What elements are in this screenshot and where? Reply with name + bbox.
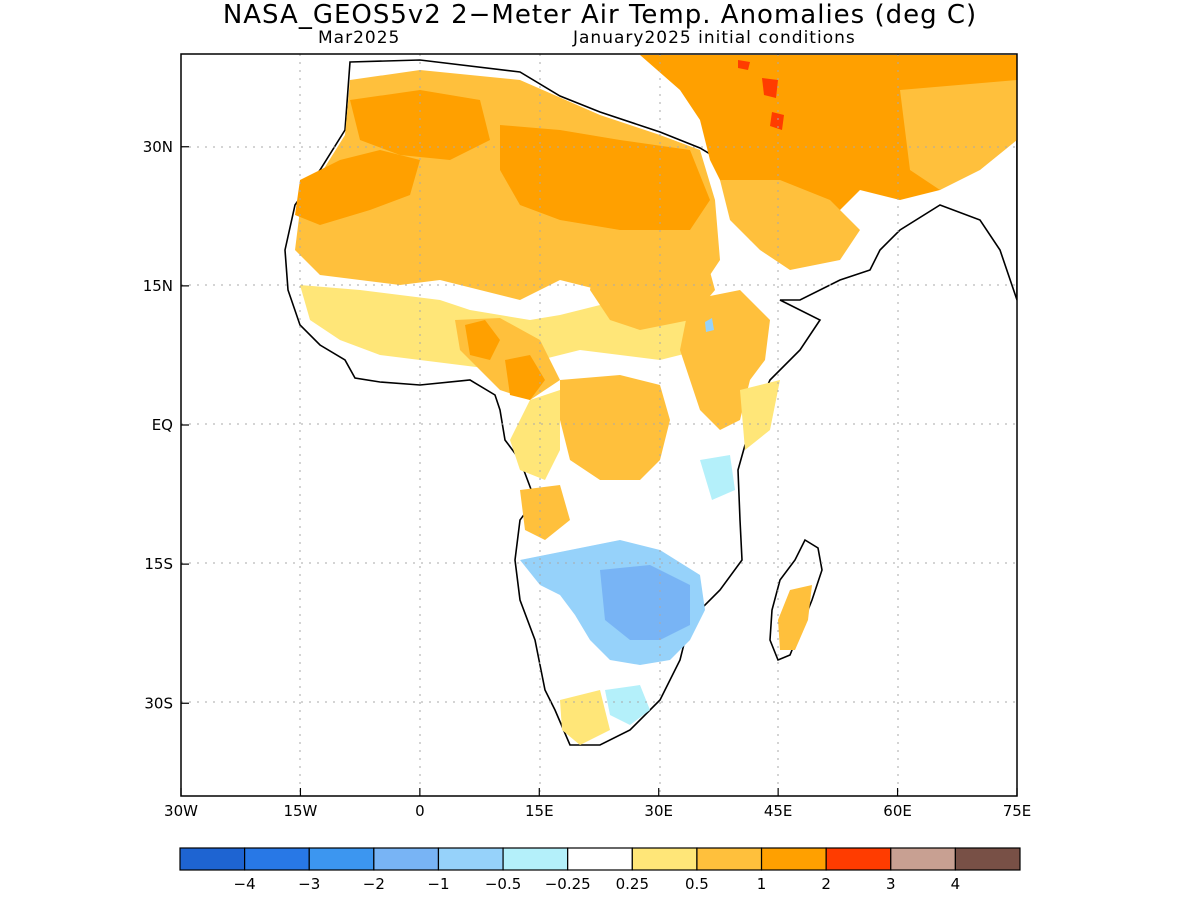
colorbar: −4 −3 −2 −1 −0.5 −0.25 0.25 0.5 1 2 3 4 [179, 847, 1021, 893]
colorbar-label: −0.25 [545, 875, 591, 893]
colorbar-swatch [954, 847, 1021, 871]
map-content [181, 54, 1017, 796]
lon-tick-label: 0 [415, 802, 425, 820]
lat-tick-label: 15N [143, 277, 173, 295]
colorbar-label: −4 [234, 875, 256, 893]
lon-tick-label: 15W [283, 802, 317, 820]
region-madagascar [778, 585, 812, 650]
colorbar-label: 0.25 [616, 875, 649, 893]
region-arabia [720, 180, 860, 270]
region-horn-light [740, 380, 780, 450]
colorbar-swatch [502, 847, 569, 871]
colorbar-label: 1 [757, 875, 767, 893]
lon-tick-label: 15E [525, 802, 554, 820]
colorbar-swatch [179, 847, 246, 871]
region-ethiopia-cool [705, 318, 714, 332]
region-central-africa-light [510, 390, 560, 480]
region-angola [520, 485, 570, 540]
lon-tick-label: 45E [764, 802, 793, 820]
lat-tick-label: 15S [144, 555, 173, 573]
lon-tick-label: 30W [164, 802, 198, 820]
region-east-africa [680, 290, 770, 430]
valid-month-label: Mar2025 [318, 28, 401, 48]
colorbar-label: 4 [951, 875, 961, 893]
region-central-africa [560, 375, 670, 480]
lon-tick-label: 30E [644, 802, 673, 820]
region-chad-sudan [590, 230, 715, 330]
region-west-sahara [295, 150, 420, 225]
map-title: NASA_GEOS5v2 2−Meter Air Temp. Anomalies… [222, 0, 978, 30]
lat-tick-label: 30N [143, 138, 173, 156]
region-north-hotspot [738, 60, 750, 70]
region-libya-egypt [500, 125, 710, 230]
colorbar-label: −1 [427, 875, 449, 893]
latitude-axis: 30N 15N EQ 15S 30S [143, 138, 189, 712]
region-south-africa-cool [605, 685, 650, 725]
colorbar-swatch [696, 847, 763, 871]
colorbar-label: −2 [363, 875, 385, 893]
region-nigeria-core [465, 320, 500, 360]
region-iran-east [900, 80, 1017, 190]
colorbar-label: −0.5 [485, 875, 521, 893]
colorbar-swatch [244, 847, 310, 871]
colorbar-swatch [890, 847, 956, 871]
colorbar-swatch [760, 847, 827, 871]
region-algeria [350, 90, 490, 160]
lat-tick-label: 30S [144, 694, 173, 712]
lat-tick-label: EQ [152, 416, 173, 434]
region-iraq-hotspot-2 [770, 112, 784, 130]
region-cape-warm [560, 690, 610, 745]
region-tanzania-cool [700, 455, 735, 500]
colorbar-label: −3 [298, 875, 320, 893]
colorbar-swatch [567, 847, 633, 871]
colorbar-label: 2 [821, 875, 831, 893]
colorbar-swatch [437, 847, 504, 871]
colorbar-swatch [308, 847, 375, 871]
colorbar-swatch [631, 847, 698, 871]
grid-lines [181, 54, 1017, 796]
longitude-axis: 30W 15W 0 15E 30E 45E 60E 75E [164, 788, 1031, 820]
lon-tick-label: 60E [883, 802, 912, 820]
region-iraq-hotspot [762, 78, 778, 98]
colorbar-label: 3 [886, 875, 896, 893]
initial-conditions-label: January2025 initial conditions [573, 28, 856, 48]
colorbar-label: 0.5 [685, 875, 709, 893]
region-zimbabwe [600, 565, 690, 640]
region-cameroon [505, 355, 545, 400]
lon-tick-label: 75E [1003, 802, 1032, 820]
colorbar-swatch [825, 847, 892, 871]
colorbar-swatch [373, 847, 440, 871]
